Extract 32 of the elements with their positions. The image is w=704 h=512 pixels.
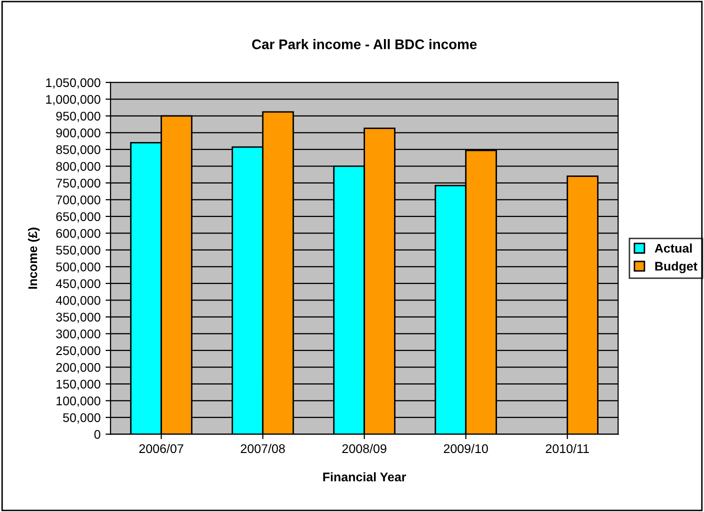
y-tick-label: 1,050,000 bbox=[46, 78, 100, 89]
y-tick-label: 150,000 bbox=[56, 380, 100, 390]
x-tick-label: 2008/09 bbox=[342, 444, 386, 454]
legend-label: Budget bbox=[655, 261, 698, 274]
y-tick-label: 750,000 bbox=[56, 178, 100, 190]
legend-label: Actual bbox=[654, 244, 692, 253]
y-tick-label: 700,000 bbox=[56, 195, 100, 206]
y-tick-label: 500,000 bbox=[56, 262, 100, 273]
y-tick-label: 550,000 bbox=[56, 246, 100, 256]
y-tick-label: 1,000,000 bbox=[46, 94, 100, 106]
x-axis-title: Financial Year bbox=[323, 472, 406, 482]
y-tick-label: 850,000 bbox=[56, 145, 100, 156]
y-tick-label: 350,000 bbox=[56, 312, 100, 324]
chart-title: Car Park income - All BDC income bbox=[252, 39, 477, 50]
y-tick-label: 400,000 bbox=[56, 296, 100, 306]
x-tick-label: 2009/10 bbox=[444, 444, 488, 454]
y-tick-label: 100,000 bbox=[56, 396, 100, 407]
x-tick-label: 2007/08 bbox=[240, 444, 285, 454]
y-tick-label: 0 bbox=[94, 430, 100, 439]
y-tick-label: 450,000 bbox=[56, 279, 100, 290]
y-tick-label: 900,000 bbox=[56, 128, 100, 139]
x-tick-label: 2010/11 bbox=[546, 444, 589, 454]
y-tick-label: 50,000 bbox=[63, 413, 100, 424]
y-axis-title: Income (£) bbox=[28, 228, 40, 289]
y-tick-label: 600,000 bbox=[56, 228, 100, 240]
y-tick-label: 950,000 bbox=[56, 112, 100, 122]
y-tick-label: 200,000 bbox=[56, 362, 100, 374]
y-tick-label: 250,000 bbox=[56, 346, 100, 357]
x-tick-label: 2006/07 bbox=[139, 444, 184, 454]
y-tick-label: 650,000 bbox=[56, 212, 100, 223]
y-tick-label: 800,000 bbox=[56, 162, 100, 172]
y-tick-label: 300,000 bbox=[56, 329, 100, 340]
